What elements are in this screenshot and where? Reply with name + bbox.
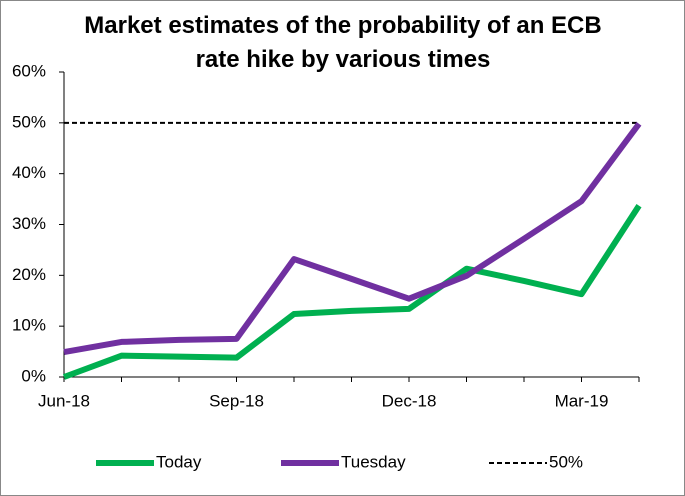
legend-label: 50% <box>549 452 583 471</box>
x-tick-label: Mar-19 <box>555 391 609 410</box>
x-tick-label: Dec-18 <box>382 391 437 410</box>
series-line <box>63 122 642 356</box>
y-tick-label: 60% <box>12 61 46 80</box>
y-tick-label: 30% <box>12 214 46 233</box>
y-tick-label: 10% <box>12 316 46 335</box>
x-tick-label: Jun-18 <box>38 391 90 410</box>
y-tick-label: 50% <box>12 112 46 131</box>
legend-label: Tuesday <box>341 452 406 471</box>
chart-title: Market estimates of the probability of a… <box>84 12 602 73</box>
legend-label: Today <box>156 452 202 471</box>
y-tick-label: 20% <box>12 265 46 284</box>
x-tick-label: Sep-18 <box>209 391 264 410</box>
y-tick-label: 0% <box>21 366 46 385</box>
y-tick-label: 40% <box>12 163 46 182</box>
series-line <box>62 204 642 380</box>
